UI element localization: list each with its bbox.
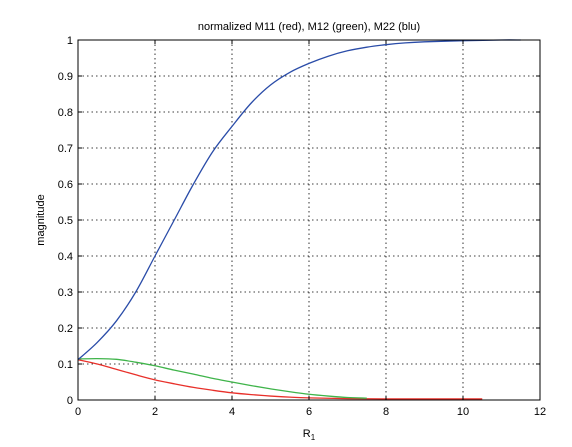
y-tick-label: 0.1 xyxy=(58,359,73,371)
green-series-line xyxy=(77,357,367,399)
x-tick-label: 12 xyxy=(534,406,546,418)
plot-lines xyxy=(77,39,521,400)
red-series-line xyxy=(77,359,483,400)
x-tick-label: 4 xyxy=(229,406,235,418)
tick-marks xyxy=(77,39,541,401)
x-tick-label: 10 xyxy=(457,406,469,418)
y-tick-labels: 0 0.1 0.2 0.3 0.4 0.5 0.6 0.7 0.8 0.9 1 xyxy=(58,35,73,407)
y-tick-label: 0.4 xyxy=(58,251,73,263)
y-axis-label: magnitude xyxy=(35,194,47,245)
grid xyxy=(78,40,540,400)
x-tick-label: 6 xyxy=(306,406,312,418)
y-tick-label: 0 xyxy=(67,395,73,407)
x-tick-label: 2 xyxy=(152,406,158,418)
y-tick-label: 0.8 xyxy=(58,107,73,119)
chart-title: normalized M11 (red), M12 (green), M22 (… xyxy=(198,21,420,33)
x-axis-label-main: R xyxy=(303,428,311,440)
y-tick-label: 0.6 xyxy=(58,179,73,191)
x-axis-label-subscript: 1 xyxy=(311,433,316,442)
x-tick-labels: 0 2 4 6 8 10 12 xyxy=(75,406,546,418)
x-axis-label: R1 xyxy=(303,428,316,442)
y-tick-label: 0.2 xyxy=(58,323,73,335)
x-tick-label: 0 xyxy=(75,406,81,418)
y-tick-label: 0.7 xyxy=(58,143,73,155)
y-tick-label: 1 xyxy=(67,35,73,47)
y-tick-label: 0.3 xyxy=(58,287,73,299)
y-tick-label: 0.9 xyxy=(58,71,73,83)
x-tick-label: 8 xyxy=(383,406,389,418)
y-tick-label: 0.5 xyxy=(58,215,73,227)
blue-series-line xyxy=(77,39,521,361)
